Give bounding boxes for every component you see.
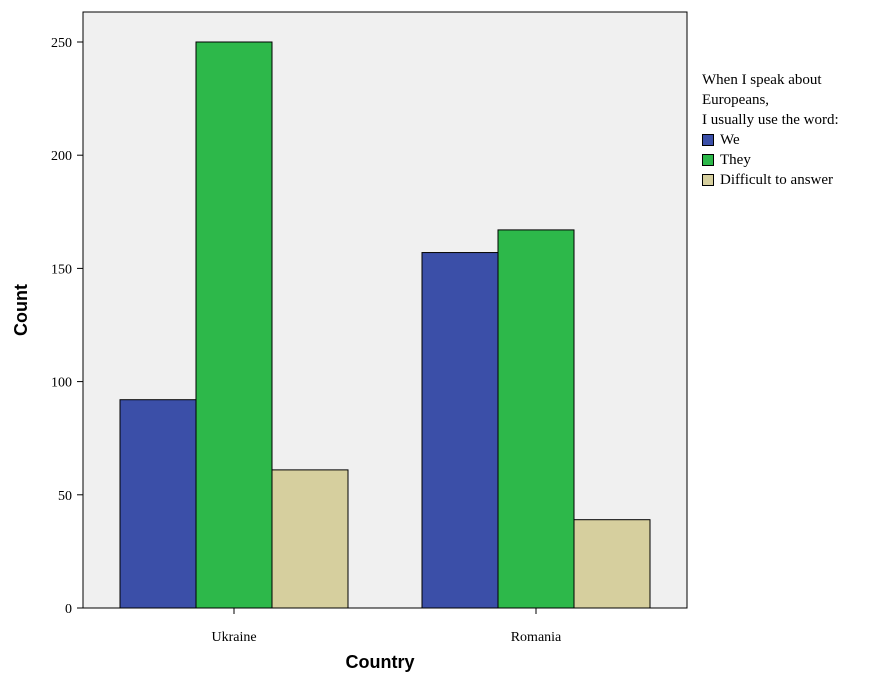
legend-item-difficult: Difficult to answer bbox=[702, 170, 839, 190]
x-tick-label-romania: Romania bbox=[511, 630, 562, 645]
bar-ukraine-we bbox=[119, 399, 197, 609]
bar-ukraine-they bbox=[195, 41, 273, 609]
y-tick-label-250: 250 bbox=[51, 36, 72, 51]
bar-ukraine-difficult-to-answer bbox=[271, 469, 349, 609]
y-tick-label-0: 0 bbox=[65, 602, 72, 617]
x-tick-label-ukraine: Ukraine bbox=[211, 630, 256, 645]
legend-swatch-they bbox=[702, 154, 714, 166]
y-tick-label-50: 50 bbox=[58, 489, 72, 504]
y-tick-label-150: 150 bbox=[51, 262, 72, 277]
y-tick-label-200: 200 bbox=[51, 149, 72, 164]
legend-title-line: Europeans, bbox=[702, 92, 770, 108]
legend-swatch-we bbox=[702, 134, 714, 146]
legend-item-we: We bbox=[702, 130, 839, 150]
y-tick-label-100: 100 bbox=[51, 376, 72, 391]
x-axis-title: Country bbox=[346, 652, 415, 672]
legend: When I speak about Europeans, I usually … bbox=[702, 70, 839, 190]
bar-romania-difficult-to-answer bbox=[573, 519, 651, 609]
legend-swatch-difficult bbox=[702, 174, 714, 186]
y-axis-title: Count bbox=[11, 284, 31, 336]
legend-title-line: When I speak about bbox=[702, 72, 822, 88]
bar-romania-we bbox=[421, 252, 499, 609]
bar-romania-they bbox=[497, 229, 575, 609]
legend-label-difficult: Difficult to answer bbox=[720, 172, 834, 188]
legend-item-they: They bbox=[702, 150, 839, 170]
bars-group bbox=[119, 41, 651, 609]
x-axis-ticks: Ukraine Romania bbox=[211, 608, 562, 645]
y-axis-ticks: 0 50 100 150 200 250 bbox=[51, 36, 83, 617]
legend-title-line: I usually use the word: bbox=[702, 112, 839, 128]
legend-title: When I speak about Europeans, I usually … bbox=[702, 70, 839, 130]
legend-label-they: They bbox=[720, 152, 751, 168]
legend-label-we: We bbox=[720, 132, 740, 148]
